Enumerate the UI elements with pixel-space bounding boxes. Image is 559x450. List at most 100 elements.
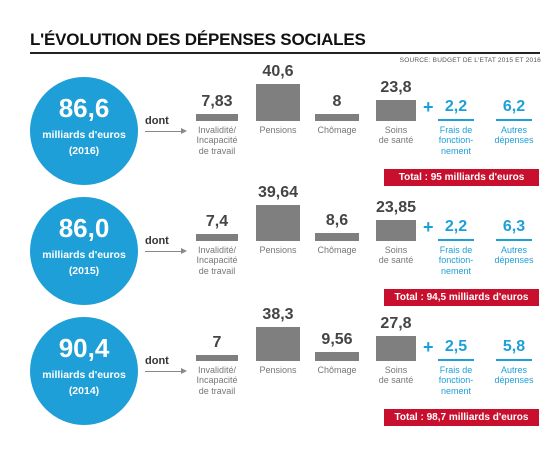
bar-1 <box>256 205 300 241</box>
category-label: Chômage <box>301 125 373 135</box>
value-label: 2,5 <box>444 338 468 355</box>
category-label-line: Pensions <box>259 365 297 375</box>
value-underline <box>496 239 532 241</box>
category-label-line: Invalidité/ <box>197 365 237 375</box>
category-label: Pensions <box>242 245 314 255</box>
category-label: Autres dépenses <box>482 365 546 386</box>
circle-unit: milliards d'euros <box>42 249 126 261</box>
panel-0: 86,6 milliards d'euros (2016) dont 7,83 Inval… <box>0 63 559 202</box>
category-label-line: Autres <box>500 365 527 375</box>
category-label-line: Soins <box>384 245 408 255</box>
category-label-line: Chômage <box>317 245 357 255</box>
category-label: Invalidité/Incapacité de travail <box>182 125 252 156</box>
category-label: Invalidité/Incapacité de travail <box>182 365 252 396</box>
category-label-line: nement <box>440 145 472 156</box>
category-label: Frais de fonction-nement <box>424 125 488 156</box>
category-label-line: Invalidité/ <box>197 245 237 255</box>
bar-0 <box>196 354 238 361</box>
category-label: Frais de fonction-nement <box>424 245 488 276</box>
value-label: 7,4 <box>205 213 229 231</box>
value-label: 39,64 <box>257 184 299 202</box>
circle-unit: milliards d'euros <box>42 129 126 141</box>
category-label-line: nement <box>440 385 472 396</box>
category-label-line: de santé <box>378 255 414 266</box>
category-label-line: fonction- <box>438 135 474 146</box>
category-label: Invalidité/Incapacité de travail <box>182 245 252 276</box>
value-label: 23,85 <box>375 198 417 216</box>
category-label-line: Soins <box>384 125 408 135</box>
category-label-line: Frais de <box>439 245 473 255</box>
value-label: 8,6 <box>325 212 349 230</box>
circle-year: (2016) <box>68 145 100 157</box>
bar-3 <box>376 219 416 241</box>
value-label: 27,8 <box>380 314 412 332</box>
value-label: 2,2 <box>444 98 468 115</box>
category-label-line: fonction- <box>438 255 474 266</box>
category-label-line: dépenses <box>494 375 534 386</box>
total-badge: Total : 98,7 milliards d'euros <box>384 409 539 426</box>
arrow-head-icon <box>181 128 187 134</box>
circle-amount: 86,6 <box>58 93 110 123</box>
arrow-head-icon <box>181 368 187 374</box>
value-underline <box>438 239 474 241</box>
bar-2 <box>315 352 359 361</box>
category-label: Frais de fonction-nement <box>424 365 488 396</box>
value-label: 23,8 <box>380 78 412 96</box>
bar-2 <box>315 233 359 241</box>
panel-1: 86,0 milliards d'euros (2015) dont 7,4 Invali… <box>0 184 559 322</box>
category-label: Autres dépenses <box>482 245 546 266</box>
dont-label: dont <box>145 115 169 127</box>
category-label-line: de travail <box>198 385 236 396</box>
value-label: 8 <box>332 92 342 110</box>
category-label-line: Autres <box>500 245 527 255</box>
chart-title: L'ÉVOLUTION DES DÉPENSES SOCIALES <box>30 30 366 49</box>
bar-0 <box>196 234 238 241</box>
plus-icon: + <box>423 337 434 357</box>
category-label: Autres dépenses <box>482 125 546 146</box>
circle-year: (2014) <box>68 385 100 397</box>
value-underline <box>438 359 474 361</box>
plus-icon: + <box>423 97 434 117</box>
category-label-line: Incapacité <box>196 135 238 146</box>
plus-icon: + <box>423 217 434 237</box>
category-label-line: fonction- <box>438 375 474 386</box>
category-label: Chômage <box>301 365 373 375</box>
total-badge: Total : 94,5 milliards d'euros <box>384 289 539 306</box>
bar-3 <box>376 99 416 121</box>
category-label: Soins de santé <box>362 245 430 266</box>
title-rule <box>30 52 540 54</box>
bar-3 <box>376 335 416 361</box>
category-label-line: de travail <box>198 145 236 156</box>
value-label: 6,3 <box>502 218 526 235</box>
arrow-head-icon <box>181 248 187 254</box>
value-label: 38,3 <box>262 305 294 323</box>
circle-unit: milliards d'euros <box>42 369 126 381</box>
category-label-line: nement <box>440 265 472 276</box>
bar-2 <box>315 113 359 121</box>
circle-amount: 86,0 <box>58 213 110 243</box>
category-label-line: dépenses <box>494 255 534 266</box>
value-label: 40,6 <box>262 63 294 81</box>
panel-2: 90,4 milliards d'euros (2014) dont 7 Invalidi… <box>0 306 559 442</box>
bar-0 <box>196 113 238 121</box>
bar-1 <box>256 326 300 361</box>
arrow-line <box>145 371 183 372</box>
source-note: SOURCE: BUDGET DE L'ETAT 2015 ET 2016 <box>399 57 541 64</box>
category-label: Pensions <box>242 125 314 135</box>
category-label-line: Autres <box>500 125 527 135</box>
total-badge: Total : 95 milliards d'euros <box>384 169 539 186</box>
category-label-line: de santé <box>378 375 414 386</box>
category-label-line: Incapacité <box>196 375 238 386</box>
dont-label: dont <box>145 355 169 367</box>
category-label-line: Invalidité/ <box>197 125 237 135</box>
category-label: Soins de santé <box>362 365 430 386</box>
category-label: Pensions <box>242 365 314 375</box>
value-label: 6,2 <box>502 98 526 115</box>
category-label-line: Incapacité <box>196 255 238 266</box>
category-label: Soins de santé <box>362 125 430 146</box>
category-label-line: Chômage <box>317 125 357 135</box>
category-label-line: dépenses <box>494 135 534 146</box>
value-label: 7 <box>212 333 222 351</box>
circle-amount: 90,4 <box>58 333 110 363</box>
bar-1 <box>256 84 300 121</box>
